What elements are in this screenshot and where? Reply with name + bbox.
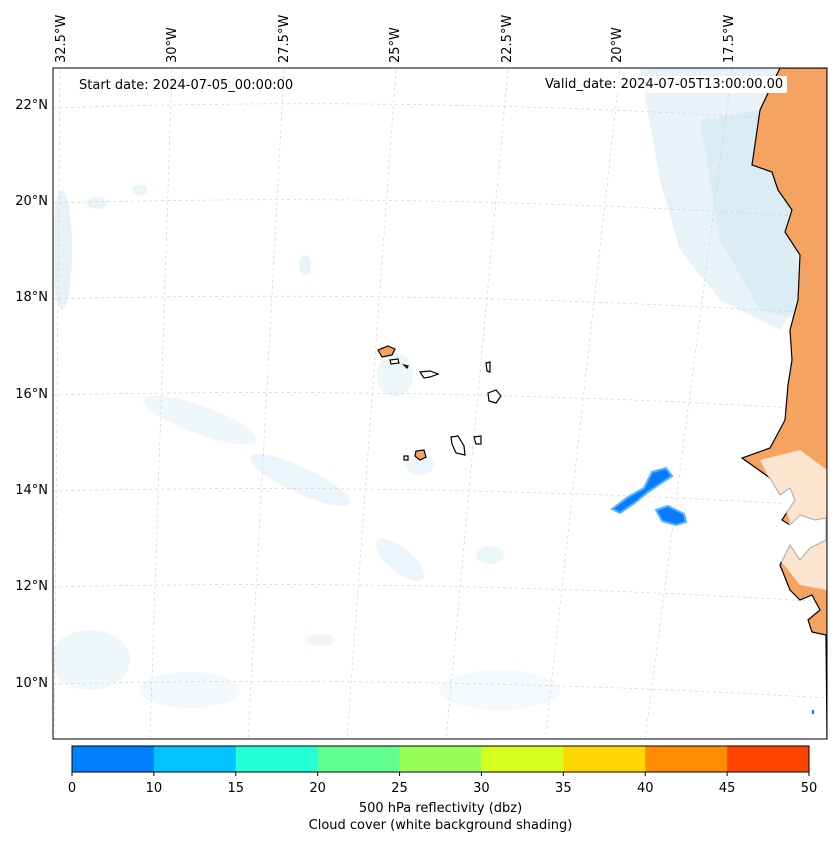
lat-label-18n: 18°N	[15, 290, 48, 305]
lon-label-17-5w: 17.5°W	[722, 14, 737, 63]
lon-label-22-5w: 22.5°W	[500, 14, 515, 63]
lon-label-27-5w: 27.5°W	[277, 14, 292, 63]
reflectivity-cells	[610, 466, 814, 714]
colorbar-segment	[481, 746, 564, 772]
lat-label-14n: 14°N	[15, 483, 48, 498]
colorbar-tick-label: 40	[636, 781, 654, 796]
colorbar-label-line2: Cloud cover (white background shading)	[308, 818, 573, 833]
colorbar	[71, 745, 810, 776]
lon-label-30w: 30°W	[165, 27, 180, 63]
colorbar-tick-label: 45	[718, 781, 736, 796]
colorbar-segment	[317, 746, 401, 772]
lat-label-16n: 16°N	[15, 387, 48, 402]
cape-verde-islands	[377, 345, 502, 461]
map-frame	[52, 67, 828, 740]
colorbar-label-line1: 500 hPa reflectivity (dbz)	[358, 801, 523, 816]
colorbar-segment	[153, 746, 237, 772]
lat-label-12n: 12°N	[15, 579, 48, 594]
lat-label-22n: 22°N	[15, 98, 48, 113]
lon-label-25w: 25°W	[388, 27, 403, 63]
colorbar-frame	[71, 745, 810, 773]
colorbar-tick-label: 30	[473, 781, 490, 796]
lon-label-20w: 20°W	[610, 27, 625, 63]
graticule	[53, 69, 827, 739]
colorbar-segment	[399, 746, 482, 772]
colorbar-segment	[72, 746, 155, 772]
cloud-cover-shading	[53, 68, 800, 710]
valid-date-label: Valid_date: 2024-07-05T13:00:00.00	[541, 76, 788, 93]
lat-label-20n: 20°N	[15, 194, 48, 209]
lat-label-10n: 10°N	[15, 676, 48, 691]
colorbar-tick-label: 15	[227, 781, 245, 796]
colorbar-segment	[727, 746, 810, 772]
colorbar-tick-label: 35	[555, 781, 572, 796]
colorbar-tick-label: 25	[391, 781, 408, 796]
colorbar-tick-label: 0	[67, 781, 77, 796]
colorbar-tick-label: 50	[800, 781, 818, 796]
colorbar-tick-label: 20	[309, 781, 326, 796]
lon-label-32-5w: 32.5°W	[54, 14, 69, 63]
africa-land-faded	[760, 450, 827, 590]
start-date-label: Start date: 2024-07-05_00:00:00	[79, 78, 294, 93]
colorbar-segment	[235, 746, 319, 772]
colorbar-segment	[645, 746, 728, 772]
colorbar-segment	[563, 746, 646, 772]
colorbar-tick-label: 10	[145, 781, 163, 796]
